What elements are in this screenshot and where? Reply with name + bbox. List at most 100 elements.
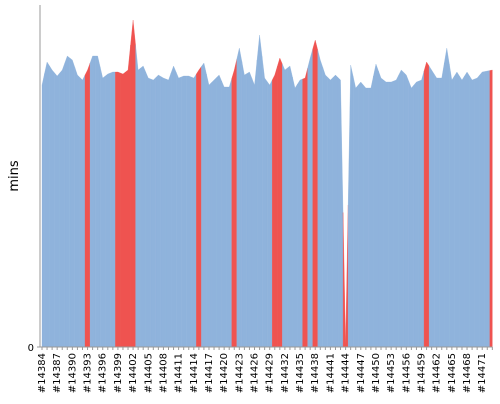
area-segment (44, 61, 50, 348)
area-segment (84, 62, 91, 348)
area-segment (155, 74, 162, 348)
area-segment (439, 62, 445, 348)
area-segment (464, 71, 470, 348)
area-segment (150, 77, 157, 348)
x-tick-label: #14438 (310, 353, 321, 393)
x-tick-label: #14384 (37, 353, 48, 393)
area-segment (342, 204, 349, 348)
area-segment (74, 67, 81, 348)
area-segment (256, 34, 263, 348)
area-segment (236, 47, 243, 348)
area-segment (363, 84, 369, 348)
area-segment (79, 74, 86, 348)
area-segment (135, 44, 141, 348)
area-segment (160, 76, 167, 348)
area-segment (408, 81, 415, 348)
area-segment (272, 66, 278, 348)
x-tick-label: #14399 (113, 353, 124, 393)
area-segment (41, 73, 45, 348)
x-tick-label: #14417 (204, 353, 215, 393)
y-tick-label: 0 (28, 343, 34, 354)
area-segment (388, 80, 394, 348)
area-segment (327, 77, 334, 348)
area-segment (277, 57, 283, 348)
x-tick-label: #14408 (158, 353, 169, 393)
x-tick-label: #14441 (325, 353, 336, 393)
area-segment (69, 57, 76, 348)
x-tick-label: #14462 (432, 353, 443, 393)
x-tick-label: #14447 (356, 353, 367, 393)
area-segment (211, 77, 217, 348)
area-segment (186, 75, 192, 348)
area-segment (444, 47, 450, 348)
area-segment (100, 66, 106, 348)
area-segment (59, 62, 65, 348)
x-tick-label: #14444 (341, 353, 352, 393)
x-tick-label: #14402 (128, 353, 139, 393)
x-tick-label: #14396 (98, 353, 109, 393)
y-axis-label: mins (7, 160, 22, 192)
area-segment (261, 56, 268, 348)
area-segment (479, 71, 485, 348)
area-segment (267, 79, 273, 348)
area-segment (403, 72, 410, 348)
area-segment (241, 61, 248, 348)
x-tick-label: #14468 (462, 353, 473, 393)
area-segment (125, 44, 131, 348)
area-segment (484, 70, 490, 348)
x-tick-label: #14453 (386, 353, 397, 393)
x-tick-label: #14471 (477, 353, 488, 393)
area-segment (454, 71, 460, 348)
area-segment (358, 81, 364, 348)
area-segment (49, 65, 55, 348)
area-segment (145, 71, 151, 348)
area-segment (282, 63, 288, 348)
area-segment (54, 72, 60, 348)
area-segment (165, 72, 172, 348)
area-segment (110, 71, 116, 348)
area-segment (105, 72, 111, 348)
x-tick-label: #14420 (219, 353, 230, 393)
area-segment (337, 77, 344, 348)
area-segment (201, 62, 207, 348)
area-segment (393, 74, 399, 348)
x-tick-label: #14429 (265, 353, 276, 393)
x-tick-label: #14450 (371, 353, 382, 393)
area-segment (120, 71, 126, 348)
area-segment (221, 80, 227, 348)
area-segment (64, 55, 70, 348)
x-tick-label: #14459 (417, 353, 428, 393)
area-segment (322, 67, 329, 348)
area-segment (287, 65, 293, 348)
area-segment (297, 78, 303, 348)
area-segment (89, 55, 96, 348)
area-segment (428, 65, 435, 348)
area-segment (474, 74, 480, 348)
x-tick-label: #14432 (280, 353, 291, 393)
area-segment (423, 61, 430, 348)
area-segment (216, 74, 222, 348)
area-segment (459, 75, 465, 348)
area-segment (317, 49, 323, 348)
area-segment (353, 76, 359, 348)
area-segment (231, 58, 237, 348)
x-tick-label: #14456 (401, 353, 412, 393)
area-segment (307, 48, 313, 348)
area-segment (373, 63, 379, 348)
area-segment (170, 65, 177, 348)
area-segment (449, 63, 455, 348)
area-segment (94, 55, 101, 348)
x-tick-label: #14387 (52, 353, 63, 393)
area-segment (251, 59, 258, 348)
area-segment (378, 70, 384, 348)
area-segment (413, 80, 420, 348)
area-segment (312, 39, 318, 348)
area-segment (246, 71, 253, 348)
area-segment (191, 73, 197, 348)
area-segment (489, 69, 493, 348)
area-segment (469, 75, 475, 348)
x-tick-label: #14414 (189, 353, 200, 393)
area-segment (130, 19, 136, 348)
area-segment (368, 75, 374, 348)
